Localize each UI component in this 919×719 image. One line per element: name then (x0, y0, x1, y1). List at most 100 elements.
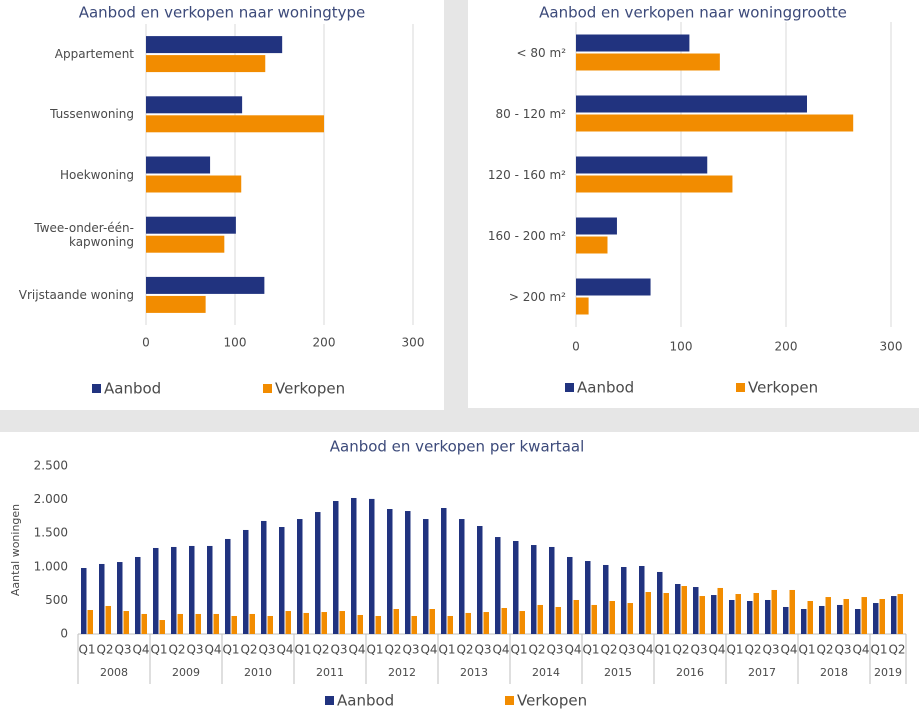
legend-label: Verkopen (517, 692, 587, 710)
x-tick-label: Q4 (132, 643, 149, 657)
x-tick-label: 200 (775, 340, 798, 354)
x-tick-label: Q1 (78, 643, 95, 657)
x-tick-label: Q2 (528, 643, 545, 657)
bar (693, 587, 699, 634)
bar (146, 55, 266, 73)
category-label: 120 - 160 m² (487, 167, 566, 182)
y-tick-label: Hoekwoning (59, 167, 134, 182)
bar (573, 599, 579, 634)
bar (576, 236, 608, 254)
x-tick-label: Q2 (96, 643, 113, 657)
bar (477, 526, 483, 634)
bar (537, 604, 543, 634)
bar (81, 568, 87, 634)
bar (807, 601, 813, 634)
bar (303, 612, 309, 634)
category-label: 160 - 200 m² (488, 229, 566, 243)
x-group-label: 2015 (604, 666, 632, 679)
legend-label: Verkopen (748, 379, 818, 397)
bar (531, 545, 537, 634)
x-tick-label: Q3 (186, 643, 203, 657)
y-tick-label: > 200 m² (508, 289, 566, 304)
y-tick-label: 2.000 (34, 492, 68, 506)
x-tick-label: Q1 (366, 643, 383, 657)
x-tick-label: Q2 (816, 643, 833, 657)
x-tick-label: 300 (402, 336, 425, 350)
x-tick-label: Q1 (726, 643, 743, 657)
legend-label: Aanbod (577, 379, 634, 397)
x-group-label: 2012 (388, 666, 416, 679)
x-tick-label: Q3 (834, 643, 851, 657)
bar (711, 595, 717, 634)
x-tick-label: Q1 (150, 643, 167, 657)
bar (146, 115, 324, 133)
x-tick-label: Q4 (276, 643, 293, 657)
x-tick-label: Q1 (510, 643, 527, 657)
y-tick-label: Appartement (54, 47, 134, 62)
x-group-label: 2017 (748, 666, 776, 679)
bar (429, 609, 435, 634)
chart-title: Aanbod en verkopen per kwartaal (330, 438, 585, 456)
chart-title: Aanbod en verkopen naar woninggrootte (539, 4, 847, 22)
legend-label: Aanbod (104, 380, 161, 398)
bar (195, 613, 201, 634)
x-tick-label: 0 (142, 336, 150, 350)
bar (771, 589, 777, 634)
x-group-label: 2009 (172, 666, 200, 679)
bar (146, 175, 242, 193)
bar (879, 598, 885, 634)
bar (146, 36, 283, 54)
bar (447, 615, 453, 634)
x-group-label: 2013 (460, 666, 488, 679)
y-tick-label: 80 - 120 m² (495, 106, 566, 121)
bar (141, 613, 147, 634)
bar (333, 501, 339, 634)
y-tick-label: Vrijstaande woning (18, 287, 134, 302)
x-tick-label: Q1 (798, 643, 815, 657)
x-tick-label: Q3 (474, 643, 491, 657)
x-group-label: 2008 (100, 666, 128, 679)
bar (483, 612, 489, 634)
legend-swatch (263, 384, 272, 393)
category-label: < 80 m² (516, 45, 566, 60)
bar (123, 611, 129, 634)
x-tick-label: 300 (880, 340, 903, 354)
x-tick-label: Q4 (492, 643, 509, 657)
x-tick-label: Q1 (654, 643, 671, 657)
y-tick-label: < 80 m² (516, 45, 566, 60)
bar (837, 604, 843, 634)
bar (261, 520, 267, 634)
bar (576, 278, 651, 296)
x-tick-label: Q3 (258, 643, 275, 657)
x-tick-label: Q4 (420, 643, 437, 657)
bar (249, 613, 255, 634)
bar (267, 615, 273, 634)
x-tick-label: Q3 (114, 643, 131, 657)
bar (207, 545, 213, 634)
bar (135, 556, 141, 634)
category-label: Twee-onder-één-kapwoning (34, 220, 134, 249)
bar (387, 509, 393, 634)
y-tick-label: Tussenwoning (50, 107, 134, 122)
bar (375, 615, 381, 634)
x-tick-label: Q4 (708, 643, 725, 657)
category-label: 80 - 120 m² (495, 106, 566, 121)
x-tick-label: Q2 (168, 643, 185, 657)
bar (699, 596, 705, 634)
bar (146, 216, 236, 234)
bar (576, 114, 854, 132)
bar (567, 556, 573, 634)
bar (873, 603, 879, 634)
x-tick-label: Q3 (690, 643, 707, 657)
bar (603, 564, 609, 634)
bar (576, 95, 807, 113)
x-tick-label: 200 (313, 336, 336, 350)
category-label: Hoekwoning (59, 167, 134, 182)
x-tick-label: Q2 (744, 643, 761, 657)
y-tick-label: Twee-onder-één-kapwoning (34, 220, 134, 249)
category-label: Tussenwoning (50, 107, 134, 122)
x-tick-label: Q1 (294, 643, 311, 657)
bar (423, 519, 429, 634)
y-tick-label: 120 - 160 m² (487, 167, 566, 182)
